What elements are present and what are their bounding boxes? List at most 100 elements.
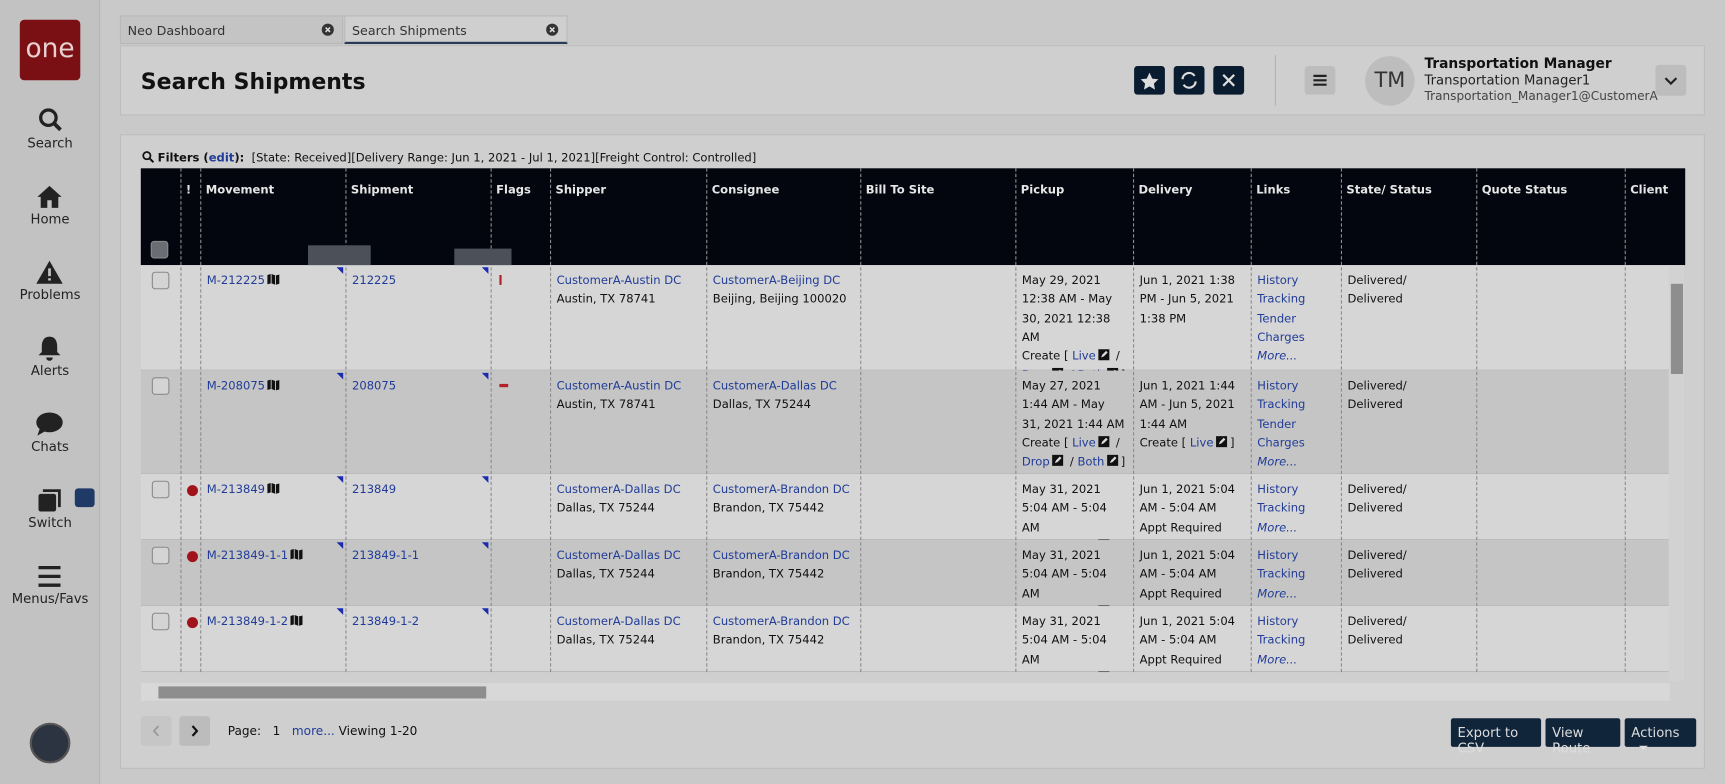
shipment-link[interactable]: 212225	[352, 273, 397, 288]
column-header[interactable]: Client	[1630, 183, 1669, 197]
row-link[interactable]: More...	[1257, 455, 1298, 469]
shipper-link[interactable]: CustomerA-Dallas DC	[556, 482, 681, 497]
column-header[interactable]: Shipper	[555, 183, 607, 197]
user-dropdown[interactable]	[1655, 64, 1687, 96]
consignee-link[interactable]: CustomerA-Brandon DC	[712, 482, 850, 497]
row-link[interactable]: History	[1257, 273, 1299, 288]
sidebar-label[interactable]: Problems	[19, 287, 81, 303]
sidebar-label[interactable]: Alerts	[30, 363, 70, 379]
movement-link[interactable]: M-213849	[206, 482, 266, 497]
row-checkbox[interactable]	[151, 612, 170, 631]
v-scroll-thumb[interactable]	[1670, 283, 1683, 374]
sidebar-label[interactable]: Home	[30, 211, 70, 227]
movement-link[interactable]: M-212225	[206, 273, 266, 288]
shipment-link[interactable]: 213849	[352, 482, 397, 497]
row-link[interactable]: Charges	[1257, 330, 1305, 345]
tab-close[interactable]	[546, 23, 559, 36]
movement-link[interactable]: M-208075	[206, 379, 266, 393]
action-link[interactable]: Both	[1077, 369, 1104, 371]
favorite-button[interactable]	[1134, 66, 1165, 95]
select-all-checkbox[interactable]	[150, 240, 169, 259]
column-header[interactable]: Consignee	[711, 183, 780, 197]
row-link[interactable]: More...	[1257, 586, 1298, 601]
button-label[interactable]: View Route	[1552, 724, 1591, 756]
sidebar-icon[interactable]	[34, 409, 65, 440]
row-checkbox[interactable]	[151, 546, 170, 565]
action-link[interactable]: Drop	[1022, 369, 1050, 371]
sidebar-icon[interactable]	[34, 257, 65, 288]
column-header[interactable]: Pickup	[1020, 183, 1065, 197]
shipment-link[interactable]: 208075	[352, 379, 397, 393]
tab[interactable]: Search Shipments	[344, 15, 568, 44]
column-header[interactable]: Links	[1256, 183, 1291, 197]
row-link[interactable]: Tracking	[1257, 292, 1306, 307]
shipper-link[interactable]: CustomerA-Austin DC	[556, 379, 682, 393]
row-checkbox[interactable]	[151, 271, 170, 290]
row-checkbox[interactable]	[151, 480, 170, 499]
row-link[interactable]: History	[1257, 614, 1299, 629]
row-link[interactable]: Tender	[1257, 311, 1297, 326]
shipper-link[interactable]: CustomerA-Austin DC	[556, 273, 682, 288]
row-link[interactable]: Tracking	[1257, 633, 1306, 648]
more-pages[interactable]: more...	[291, 723, 335, 739]
action-link[interactable]: Live	[1189, 436, 1214, 450]
shipment-link[interactable]: 213849-1-2	[352, 614, 420, 629]
shipper-link[interactable]: CustomerA-Dallas DC	[556, 614, 681, 629]
sidebar-icon[interactable]	[34, 333, 65, 364]
column-header[interactable]: State/ Status	[1346, 183, 1432, 197]
row-link[interactable]: Tracking	[1257, 501, 1306, 516]
row-link[interactable]: History	[1257, 548, 1299, 563]
consignee-link[interactable]: CustomerA-Brandon DC	[712, 614, 850, 629]
row-checkbox[interactable]	[151, 377, 170, 395]
next-button[interactable]	[179, 716, 211, 746]
sidebar-icon[interactable]	[34, 106, 65, 137]
menu-button[interactable]	[1304, 66, 1336, 95]
row-link[interactable]: History	[1257, 482, 1299, 497]
footer-button[interactable]: Export to CSV	[1450, 718, 1542, 756]
action-link[interactable]: Live	[1072, 436, 1096, 450]
button-label[interactable]: Actions	[1631, 724, 1680, 741]
tab-label[interactable]: Neo Dashboard	[127, 23, 226, 39]
column-header[interactable]: Shipment	[350, 183, 414, 197]
tab[interactable]: Neo Dashboard	[119, 15, 344, 44]
row-link[interactable]: Tracking	[1257, 567, 1306, 582]
avatar[interactable]	[29, 722, 71, 764]
row-link[interactable]: More...	[1257, 350, 1298, 364]
tab-label[interactable]: Search Shipments	[352, 23, 467, 39]
column-header[interactable]: Delivery	[1138, 183, 1193, 197]
row-link[interactable]: Tracking	[1257, 398, 1306, 412]
sidebar-label[interactable]: Search	[27, 135, 73, 151]
h-scrollbar[interactable]	[140, 683, 1670, 701]
shipment-link[interactable]: 213849-1-1	[352, 548, 420, 563]
sidebar-label[interactable]: Switch	[28, 514, 72, 531]
button-label[interactable]: Export to CSV	[1457, 724, 1519, 756]
row-link[interactable]: Charges	[1257, 436, 1305, 450]
consignee-link[interactable]: CustomerA-Beijing DC	[712, 273, 841, 288]
row-link[interactable]: History	[1257, 379, 1299, 393]
consignee-link[interactable]: CustomerA-Brandon DC	[712, 548, 850, 563]
sidebar-label[interactable]: Chats	[31, 438, 69, 455]
logo[interactable]: one	[19, 19, 81, 81]
sidebar-icon[interactable]	[34, 182, 65, 213]
sidebar-icon[interactable]	[34, 485, 65, 516]
shipper-link[interactable]: CustomerA-Dallas DC	[556, 548, 681, 563]
h-scroll-thumb[interactable]	[158, 686, 487, 699]
row-link[interactable]: More...	[1257, 520, 1298, 535]
refresh-button[interactable]	[1173, 66, 1205, 95]
movement-link[interactable]: M-213849-1-1	[206, 548, 289, 563]
column-header[interactable]: !	[185, 183, 192, 197]
close-button[interactable]	[1213, 66, 1245, 95]
filters-edit[interactable]: edit	[208, 151, 235, 165]
column-header[interactable]: Bill To Site	[865, 183, 935, 197]
prev-button[interactable]	[140, 716, 172, 746]
sidebar-icon[interactable]	[34, 561, 65, 592]
tab-close[interactable]	[321, 23, 334, 36]
footer-button[interactable]: Actions	[1624, 718, 1697, 751]
row-link[interactable]: More...	[1257, 652, 1298, 667]
action-link[interactable]: Both	[1077, 455, 1105, 469]
action-link[interactable]: Drop	[1021, 455, 1050, 469]
movement-link[interactable]: M-213849-1-2	[206, 614, 289, 629]
action-link[interactable]: Live	[1072, 350, 1096, 364]
footer-button[interactable]: View Route	[1545, 718, 1621, 756]
column-header[interactable]: Quote Status	[1481, 183, 1568, 197]
